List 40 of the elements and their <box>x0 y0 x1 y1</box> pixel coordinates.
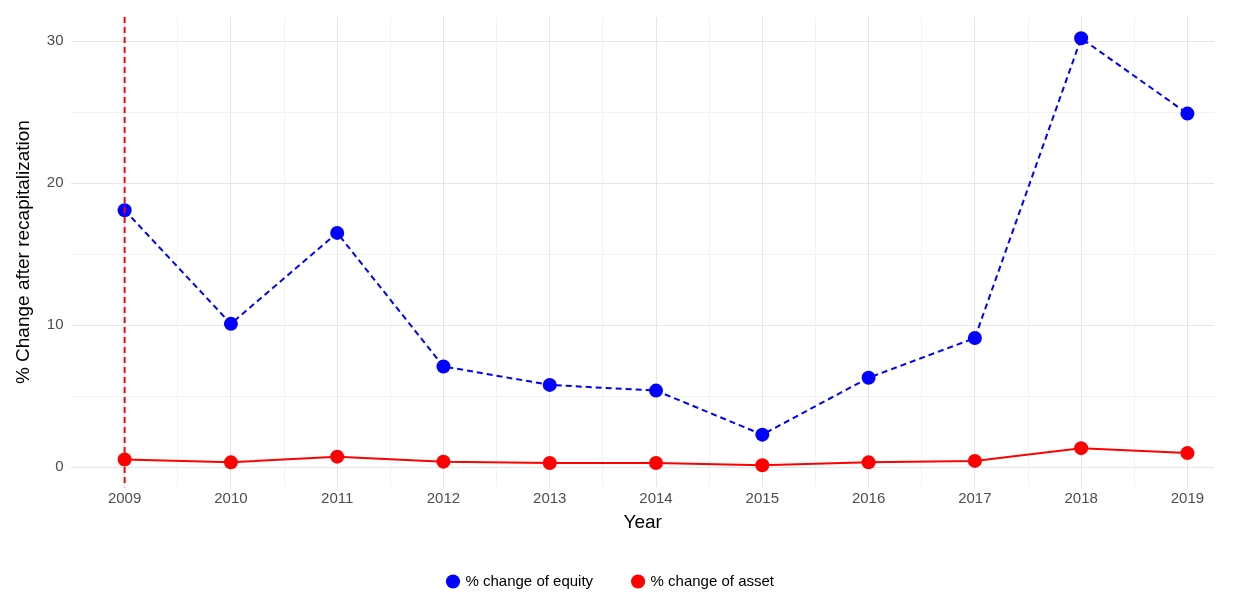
point <box>117 203 132 218</box>
point <box>861 370 876 385</box>
x-tick-label: 2019 <box>1170 489 1205 507</box>
point <box>1074 31 1089 46</box>
x-tick-label: 2016 <box>851 489 886 507</box>
legend-label: % change of asset <box>650 571 775 589</box>
legend-label: % change of equity <box>465 571 594 589</box>
y-axis-title: % Change after recapitalization <box>11 120 33 385</box>
point <box>861 455 876 470</box>
y-tick-label: 0 <box>55 457 64 475</box>
point <box>967 453 982 468</box>
x-tick-label: 2017 <box>958 489 992 507</box>
point <box>967 331 982 346</box>
point <box>330 225 345 240</box>
point <box>542 377 557 392</box>
point <box>330 449 345 464</box>
point <box>1074 441 1089 456</box>
point <box>542 456 557 471</box>
point <box>649 383 664 398</box>
point <box>1180 446 1195 461</box>
y-tick-label: 30 <box>46 31 64 49</box>
point <box>1180 106 1195 121</box>
x-axis-title: Year <box>623 510 663 532</box>
y-tick-label: 10 <box>46 315 64 333</box>
point <box>649 456 664 471</box>
x-tick-label: 2010 <box>214 489 248 507</box>
point <box>755 427 770 442</box>
point <box>436 454 451 469</box>
point <box>223 316 238 331</box>
x-tick-label: 2018 <box>1064 489 1098 507</box>
point <box>755 458 770 473</box>
y-tick-label: 20 <box>46 173 64 191</box>
x-tick-label: 2012 <box>426 489 461 507</box>
point <box>436 359 451 374</box>
x-tick-label: 2015 <box>745 489 779 507</box>
x-tick-label: 2014 <box>639 489 673 507</box>
point <box>223 455 238 470</box>
x-tick-label: 2011 <box>321 489 354 507</box>
x-tick-label: 2009 <box>107 489 142 507</box>
x-tick-label: 2013 <box>533 489 567 507</box>
